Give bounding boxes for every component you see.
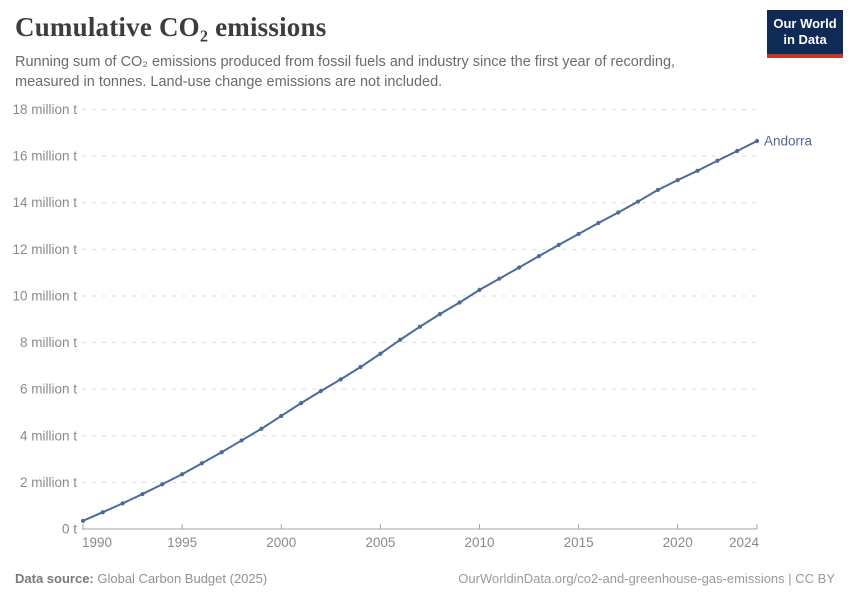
data-point[interactable] bbox=[735, 148, 740, 154]
data-point[interactable] bbox=[536, 253, 542, 259]
x-tick-label: 2010 bbox=[464, 535, 494, 550]
data-point[interactable] bbox=[358, 364, 363, 370]
owid-logo-line1: Our World bbox=[773, 16, 837, 31]
data-point[interactable] bbox=[298, 401, 304, 406]
data-point[interactable] bbox=[140, 491, 145, 497]
data-point[interactable] bbox=[378, 351, 383, 356]
y-tick-label: 14 million t bbox=[12, 195, 77, 210]
data-point[interactable] bbox=[417, 324, 423, 329]
y-tick-label: 18 million t bbox=[12, 102, 77, 117]
data-source: Data source: Global Carbon Budget (2025) bbox=[15, 571, 267, 586]
x-tick-label: 2005 bbox=[365, 535, 395, 550]
data-point[interactable] bbox=[576, 231, 581, 237]
data-point[interactable] bbox=[616, 210, 621, 215]
y-tick-label: 0 t bbox=[62, 522, 77, 537]
data-point[interactable] bbox=[180, 472, 185, 477]
data-point[interactable] bbox=[219, 449, 224, 455]
y-tick-label: 2 million t bbox=[20, 475, 77, 490]
data-point[interactable] bbox=[279, 413, 284, 419]
data-source-name: Global Carbon Budget (2025) bbox=[93, 571, 268, 586]
x-tick-label: 2024 bbox=[729, 535, 760, 550]
data-point[interactable] bbox=[120, 501, 125, 506]
x-tick-label: 1990 bbox=[82, 535, 112, 550]
data-point[interactable] bbox=[437, 312, 442, 317]
data-point[interactable] bbox=[338, 377, 343, 382]
data-point[interactable] bbox=[398, 337, 403, 342]
owid-logo-line2: in Data bbox=[783, 32, 827, 48]
data-point[interactable] bbox=[754, 138, 760, 144]
data-point[interactable] bbox=[655, 187, 660, 193]
data-point[interactable] bbox=[497, 276, 502, 281]
data-point[interactable] bbox=[556, 242, 561, 248]
y-tick-label: 12 million t bbox=[12, 242, 77, 257]
owid-logo[interactable]: Our World in Data bbox=[767, 10, 843, 58]
trend-line[interactable] bbox=[82, 139, 758, 522]
x-tick-label: 2000 bbox=[266, 535, 296, 550]
chart-subtitle: Running sum of CO₂ emissions produced fr… bbox=[15, 54, 676, 90]
data-point[interactable] bbox=[695, 168, 700, 173]
x-tick-label: 1995 bbox=[167, 535, 197, 550]
data-point[interactable] bbox=[477, 287, 482, 292]
y-tick-label: 8 million t bbox=[20, 335, 77, 350]
data-point[interactable] bbox=[239, 438, 244, 443]
x-tick-label: 2015 bbox=[564, 535, 594, 550]
y-tick-label: 6 million t bbox=[20, 382, 77, 397]
chart-footer: Data source: Global Carbon Budget (2025)… bbox=[15, 571, 835, 586]
data-point[interactable] bbox=[715, 158, 720, 163]
data-point[interactable] bbox=[596, 220, 601, 226]
y-tick-label: 4 million t bbox=[20, 428, 77, 443]
data-point[interactable] bbox=[635, 199, 641, 204]
data-point[interactable] bbox=[199, 461, 205, 466]
owid-url-link[interactable]: OurWorldinData.org/co2-and-greenhouse-ga… bbox=[458, 571, 835, 586]
data-point[interactable] bbox=[259, 426, 264, 431]
data-point[interactable] bbox=[517, 265, 522, 270]
data-point[interactable] bbox=[80, 518, 86, 523]
y-tick-label: 10 million t bbox=[12, 288, 77, 303]
page-title: Cumulative CO₂ emissions bbox=[15, 12, 327, 42]
y-tick-label: 16 million t bbox=[12, 149, 77, 164]
entity-label[interactable]: Andorra bbox=[764, 133, 813, 148]
chart-header: Cumulative CO₂ emissions Running sum of … bbox=[15, 12, 835, 92]
data-point[interactable] bbox=[160, 482, 165, 487]
data-point[interactable] bbox=[100, 510, 105, 515]
x-tick-label: 2020 bbox=[663, 535, 693, 550]
data-source-label: Data source: bbox=[15, 571, 94, 586]
data-point[interactable] bbox=[318, 388, 323, 394]
data-point[interactable] bbox=[675, 178, 680, 183]
data-point[interactable] bbox=[457, 300, 462, 305]
